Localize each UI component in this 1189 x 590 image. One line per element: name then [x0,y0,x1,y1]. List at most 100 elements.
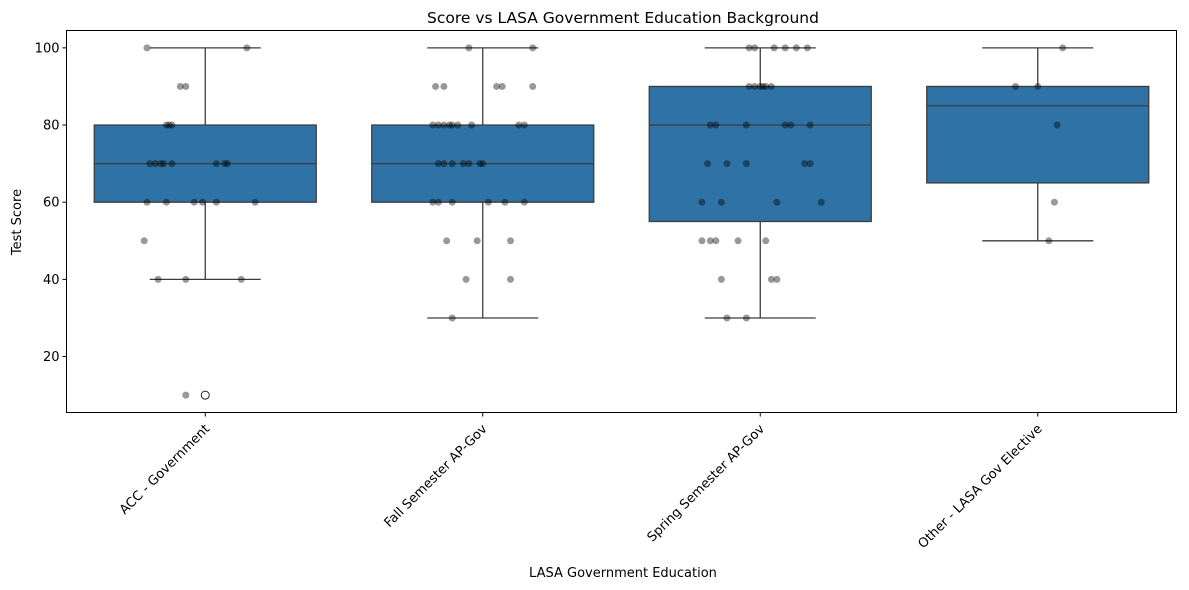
data-point [745,44,753,52]
data-point [507,237,514,245]
data-point [493,82,501,90]
data-point [432,82,440,90]
data-point [154,275,162,283]
data-point [770,44,778,52]
data-point [1050,198,1058,206]
data-point [479,160,487,168]
data-point [459,160,467,168]
box-group [371,47,595,319]
data-point [157,160,165,168]
data-point [773,275,781,283]
data-point [792,44,800,52]
data-point [465,160,473,168]
data-point [698,198,706,206]
data-point [515,121,523,129]
data-point [190,198,198,206]
data-point [212,160,220,168]
data-point [762,82,770,90]
data-point [717,198,725,206]
data-point [803,44,811,52]
data-point [787,121,795,129]
data-point [440,160,448,168]
data-point [717,275,725,283]
data-point [742,121,750,129]
y-tick-label: 40 [43,273,60,288]
data-point [773,198,781,206]
data-point [507,275,514,283]
data-point [1053,121,1061,129]
x-tick-label: Fall Semester AP-Gov [382,422,491,531]
data-point [498,82,506,90]
x-tick-label: Other - LASA Gov Elective [915,422,1045,552]
data-point [198,198,206,206]
strip-points [429,44,537,322]
y-axis: 20 40 60 80 100 [35,41,67,365]
data-point [448,198,456,206]
data-point [434,121,442,129]
data-point [706,237,714,245]
data-point [1012,82,1020,90]
data-point [440,82,448,90]
plot-frame [66,30,1177,413]
data-point [182,275,190,283]
data-point [251,198,259,206]
iqr-box [648,85,872,223]
data-point [165,121,173,129]
data-point [751,82,759,90]
data-point [434,160,442,168]
data-point [429,121,437,129]
chart-title: Score vs LASA Government Education Backg… [427,9,819,27]
data-point [742,314,750,322]
data-point [182,82,190,90]
data-point [146,160,154,168]
data-point [781,121,789,129]
box-group [926,47,1150,242]
data-point [468,121,476,129]
data-point [176,82,184,90]
data-point [1034,82,1042,90]
data-point [1045,237,1053,245]
iqr-box [926,85,1150,184]
outlier-point [200,390,210,400]
data-point [143,44,151,52]
data-point [529,82,537,90]
data-point [751,44,759,52]
data-point [817,198,825,206]
data-point [454,121,462,129]
data-point [759,82,767,90]
data-point [448,160,456,168]
data-point [742,160,750,168]
data-point [440,121,448,129]
data-point [445,121,453,129]
data-point [462,275,470,283]
data-point [734,237,742,245]
data-point [706,121,714,129]
data-point [762,237,770,245]
data-point [473,237,481,245]
data-point [223,160,231,168]
data-point [429,198,437,206]
data-point [723,160,731,168]
data-point [745,82,753,90]
data-point [767,275,775,283]
data-point [806,160,814,168]
data-point [448,314,456,322]
data-point [529,44,537,52]
strip-points [140,44,259,399]
data-point [698,237,706,245]
data-point [704,160,712,168]
data-point [801,160,809,168]
plot-area [93,44,1150,400]
data-point [756,82,764,90]
data-point [221,160,229,168]
data-point [168,121,176,129]
data-point [476,160,484,168]
x-axis-label: LASA Government Education [529,566,717,581]
data-point [806,121,814,129]
data-point [520,198,528,206]
x-tick-label: Spring Semester AP-Gov [645,422,769,546]
data-point [501,198,509,206]
y-tick-label: 60 [43,196,60,211]
y-tick-label: 100 [35,41,60,56]
data-point [237,275,245,283]
